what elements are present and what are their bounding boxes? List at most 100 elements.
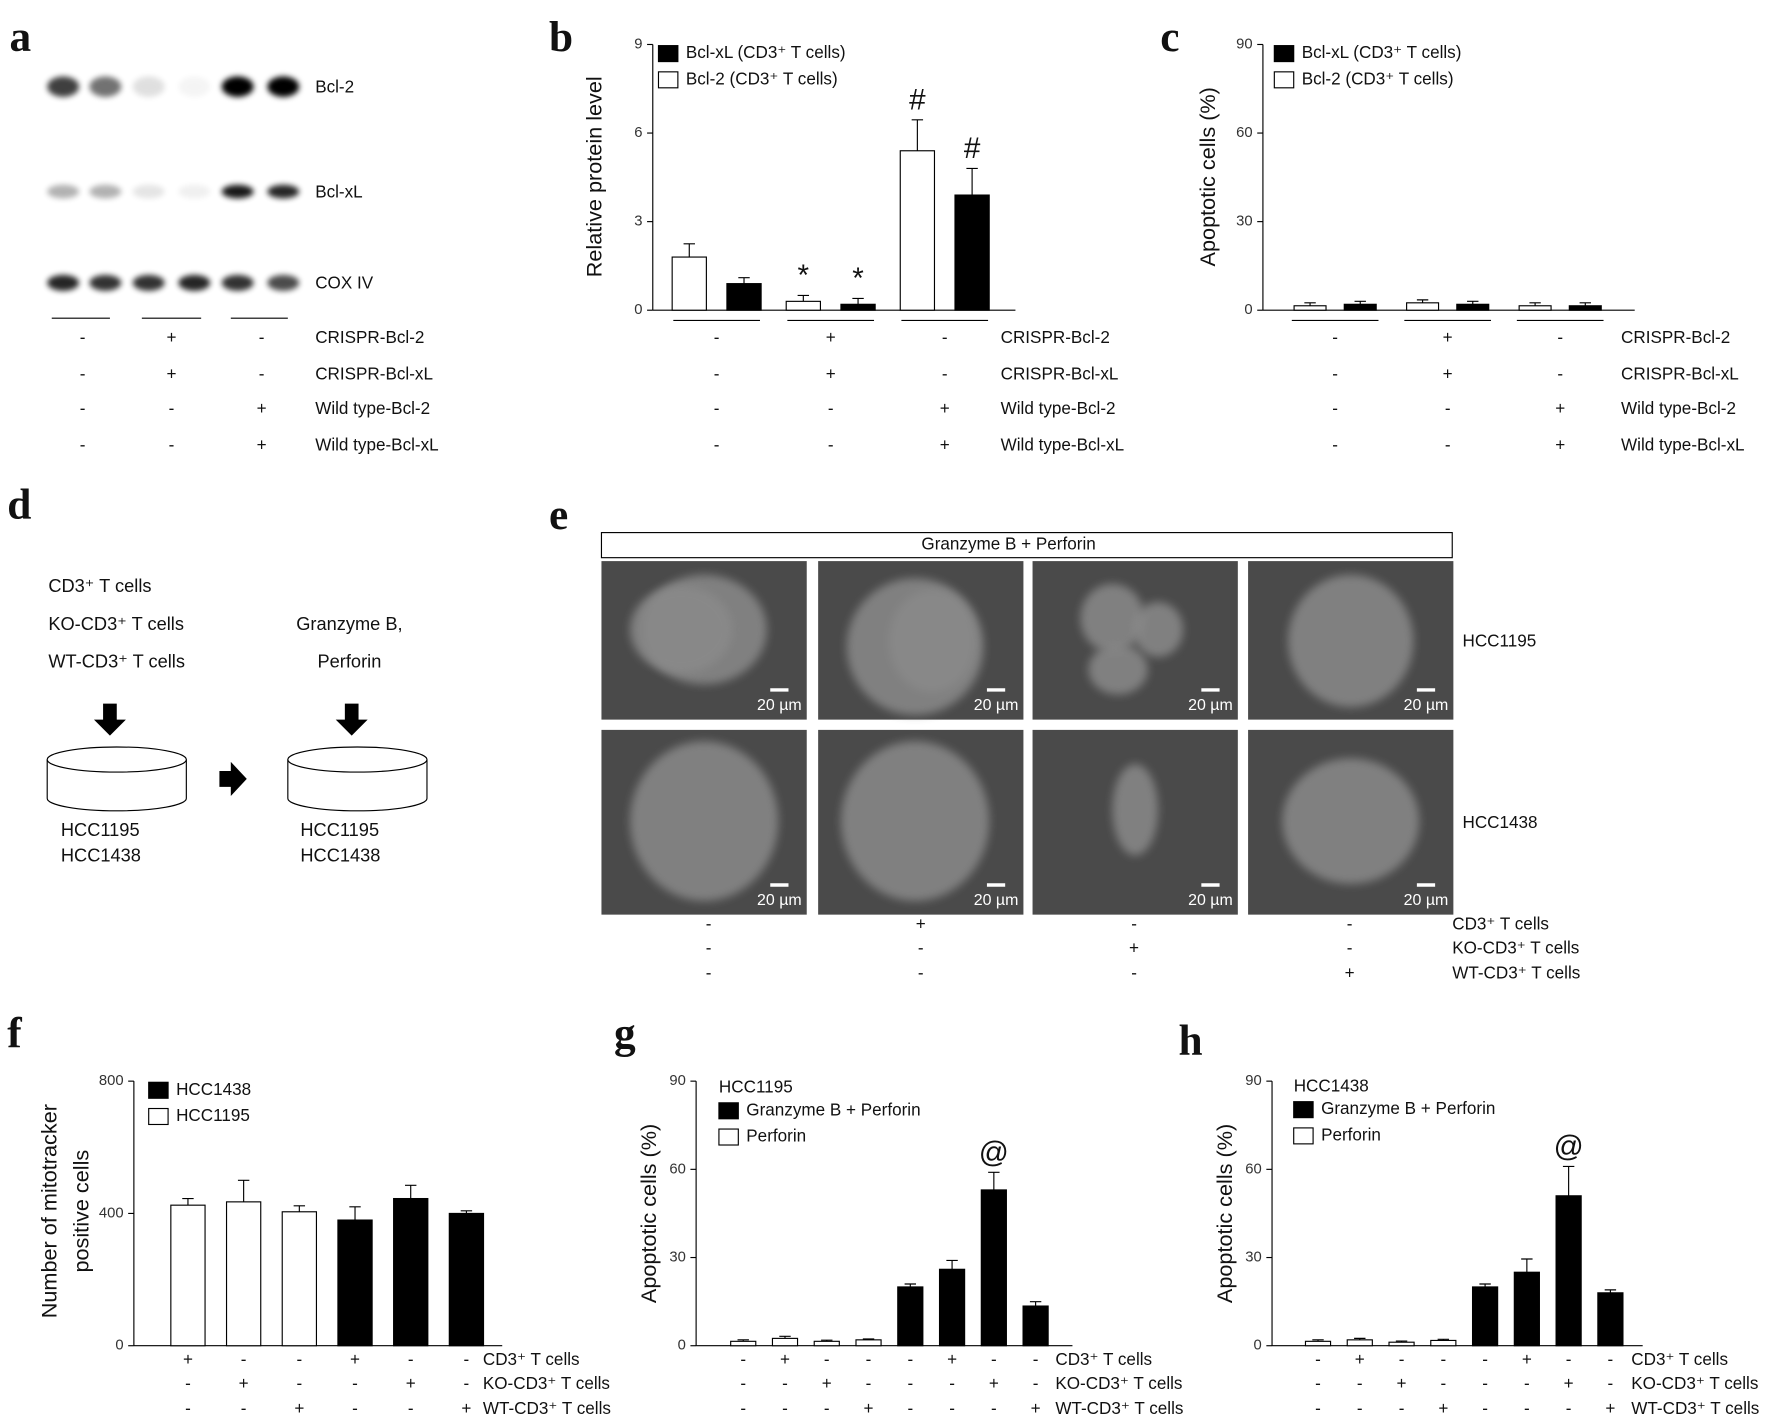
condition-value: + [239,1374,249,1393]
condition-value: + [1555,435,1565,454]
condition-name: CRISPR-Bcl-xL [1621,365,1739,384]
input-label: KO-CD3⁺ T cells [48,613,184,634]
bar [855,1339,882,1347]
blot-band [47,274,80,291]
condition-value: - [1399,1399,1405,1418]
condition-name: WT-CD3⁺ T cells [483,1399,611,1418]
legend-swatch [148,1107,169,1126]
condition-name: KO-CD3⁺ T cells [1055,1374,1182,1393]
band-label: Bcl-2 [315,77,354,96]
condition-value: - [1347,914,1353,933]
condition-value: + [1355,1350,1365,1369]
cell [1282,758,1420,884]
condition-value: - [169,435,175,454]
panel-letter: h [1179,1017,1203,1065]
y-tick-label: 3 [634,214,642,230]
y-tick-label: 0 [1244,302,1252,318]
condition-name: CD3⁺ T cells [483,1350,580,1369]
condition-name: CD3⁺ T cells [1452,914,1549,933]
error-bar [1312,1339,1324,1342]
treatment-label: Granzyme B, [296,613,402,634]
y-axis-label: positive cells [68,1150,93,1273]
bar [671,256,707,311]
error-bar [1562,1165,1575,1196]
cell-line: HCC1195 [300,819,379,840]
scale-label: 20 µm [974,697,1019,714]
annotation: # [909,83,926,116]
legend-swatch [657,71,679,89]
condition-name: WT-CD3⁺ T cells [1631,1399,1759,1418]
condition-value: - [80,365,86,384]
bar [1471,1286,1499,1347]
error-bar [821,1339,833,1342]
y-tick-label: 60 [1245,1161,1261,1177]
bar [1430,1339,1457,1347]
legend-label: Bcl-xL (CD3⁺ T cells) [1302,43,1462,62]
error-bar [1437,1338,1450,1341]
condition-value: + [1438,1399,1448,1418]
panel-letter: f [7,1010,22,1058]
error-bar [797,294,810,302]
scale-label: 20 µm [757,697,802,714]
bar [1343,303,1377,311]
scale-label: 20 µm [1188,697,1233,714]
blot-band [47,76,80,97]
error-bar [966,167,978,196]
annotation: @ [1554,1130,1584,1163]
condition-value: - [949,1399,955,1418]
condition-name: CD3⁺ T cells [1631,1350,1728,1369]
bar [1456,303,1490,311]
condition-value: + [989,1374,999,1393]
error-bar [1479,1283,1491,1287]
condition-value: - [241,1350,247,1369]
cell [1112,764,1158,856]
error-bar [460,1210,473,1214]
bar [938,1268,966,1347]
annotation: * [798,259,810,292]
panel-letter: g [614,1010,636,1058]
condition-value: + [1555,399,1565,418]
condition-value: - [1440,1374,1446,1393]
legend-label: Granzyme B + Perforin [1321,1099,1495,1118]
cell [1080,583,1145,653]
condition-name: Wild type-Bcl-xL [315,435,438,454]
condition-value: - [1445,399,1451,418]
blot-band [132,274,165,291]
error-bar [779,1335,791,1339]
y-tick-label: 0 [678,1338,686,1354]
error-bar [946,1259,958,1270]
panel-letters: a b c d e f g h [7,13,1202,1065]
condition-value: - [408,1399,414,1418]
legend-label: HCC1438 [176,1080,251,1099]
condition-value: - [80,435,86,454]
bar [337,1219,373,1347]
condition-value: - [918,938,924,957]
legend-swatch [1273,71,1295,89]
bar [393,1197,429,1347]
cell [1288,574,1414,708]
condition-name: CRISPR-Bcl-2 [1001,328,1110,347]
y-tick-label: 0 [1254,1338,1262,1354]
error-bar [852,297,864,305]
condition-value: - [1557,328,1563,347]
error-bar [405,1184,417,1199]
cell [629,586,733,673]
condition-value: - [1440,1350,1446,1369]
condition-name: WT-CD3⁺ T cells [1452,963,1580,982]
condition-value: + [167,365,177,384]
condition-value: + [294,1399,304,1418]
condition-value: - [1332,435,1338,454]
condition-value: + [461,1399,471,1418]
condition-value: - [1315,1374,1321,1393]
y-tick-label: 60 [1236,125,1252,141]
condition-value: + [826,328,836,347]
condition-value: - [169,399,175,418]
condition-value: - [991,1399,997,1418]
condition-value: - [1357,1399,1363,1418]
y-tick-label: 0 [634,302,642,318]
condition-name: Wild type-Bcl-2 [315,399,430,418]
micrograph-header: Granzyme B + Perforin [921,535,1095,554]
blot-band [132,76,165,97]
y-axis-label: Relative protein level [581,76,606,277]
